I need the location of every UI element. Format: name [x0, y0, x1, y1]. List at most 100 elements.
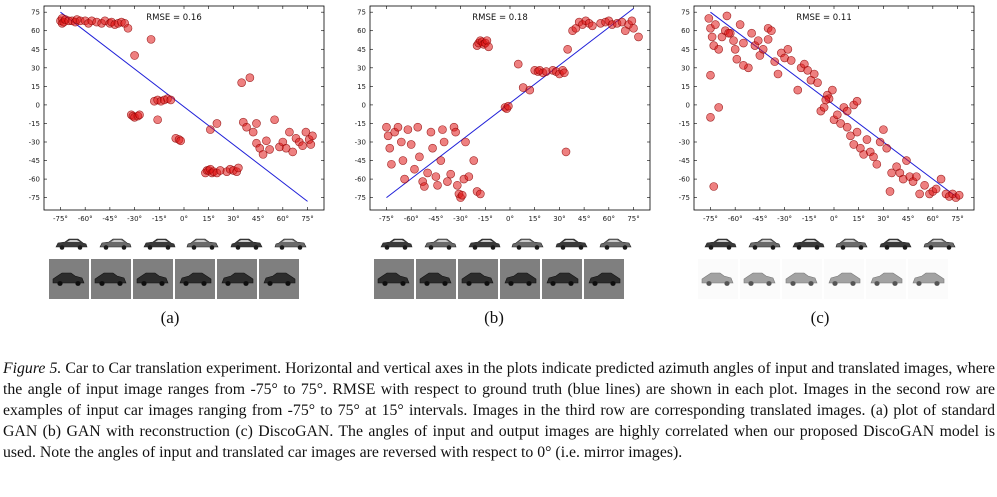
data-point [476, 189, 485, 199]
data-point [382, 122, 391, 132]
data-point [560, 68, 569, 78]
car-icon [546, 272, 579, 286]
y-tick-label: 30 [681, 64, 690, 72]
y-tick-label: 15 [681, 83, 690, 91]
data-point [882, 143, 892, 153]
car-icon [870, 272, 903, 286]
y-tick-label: 60 [31, 27, 40, 35]
data-point [793, 85, 803, 95]
y-tick-label: 0 [362, 101, 366, 109]
data-point [413, 122, 423, 132]
data-point [869, 152, 878, 162]
rmse-annotation: RMSE = 0.11 [796, 13, 851, 23]
data-point [415, 152, 424, 162]
data-point [763, 35, 773, 44]
data-point [245, 73, 255, 83]
x-tick-label: 45° [578, 215, 590, 223]
car-icon [468, 238, 501, 250]
car-thumbnails-a [49, 232, 319, 312]
data-point [234, 163, 243, 173]
plot-frame [43, 5, 325, 211]
x-tick-label: -75° [379, 215, 394, 223]
data-point [146, 35, 156, 44]
data-point [783, 44, 793, 54]
input-car-image [918, 234, 962, 254]
y-tick-label: 30 [357, 64, 366, 72]
data-point [707, 32, 717, 42]
data-point [446, 169, 456, 179]
x-tick-label: 60° [927, 215, 939, 223]
data-point [393, 122, 403, 132]
data-point [237, 78, 246, 87]
car-icon [828, 272, 861, 286]
input-car-image [181, 234, 225, 254]
data-point [410, 164, 419, 174]
data-point [484, 42, 493, 52]
data-point [135, 110, 144, 120]
data-point [469, 156, 479, 165]
x-tick-label: -30° [777, 215, 792, 223]
data-point [773, 69, 783, 79]
y-tick-label: -45 [679, 157, 690, 165]
x-tick-label: -60° [404, 215, 419, 223]
input-car-image [269, 234, 313, 254]
translated-car-image [500, 259, 540, 299]
x-tick-label: 0° [506, 215, 514, 223]
translated-car-image [416, 259, 456, 299]
x-tick-label: 60° [277, 215, 289, 223]
x-tick-label: -30° [127, 215, 142, 223]
data-point [563, 44, 572, 54]
data-point [902, 156, 911, 165]
data-point [770, 57, 780, 66]
data-point [265, 145, 274, 154]
data-point [747, 28, 756, 38]
translated-car-image [175, 259, 215, 299]
data-point [634, 32, 643, 42]
x-tick-label: 30° [553, 215, 565, 223]
data-point [730, 44, 740, 54]
car-icon [748, 238, 781, 250]
y-tick-label: -75 [355, 194, 366, 202]
input-car-image [49, 234, 93, 254]
y-tick-label: 15 [31, 83, 40, 91]
x-tick-label: 15° [528, 215, 540, 223]
y-tick-label: -75 [29, 194, 40, 202]
data-point [809, 69, 819, 79]
y-tick-label: -30 [355, 139, 366, 147]
x-tick-label: -15° [152, 215, 167, 223]
car-icon [588, 272, 621, 286]
data-point [852, 127, 862, 137]
input-car-image [418, 234, 462, 254]
input-car-image [506, 234, 550, 254]
data-point [436, 156, 446, 165]
caption-text: Car to Car translation experiment. Horiz… [3, 360, 995, 462]
data-point [803, 65, 812, 75]
data-point [786, 56, 796, 65]
data-point [852, 96, 862, 106]
car-icon [230, 238, 263, 250]
data-point [406, 140, 416, 149]
y-tick-label: 45 [357, 46, 366, 54]
data-point [915, 189, 924, 199]
x-tick-label: -75° [53, 215, 68, 223]
data-point [153, 115, 162, 125]
data-point [431, 172, 441, 181]
y-tick-label: 60 [681, 27, 690, 35]
y-tick-label: 0 [36, 101, 40, 109]
data-point [561, 147, 571, 157]
translated-car-row-a [49, 259, 301, 301]
panel-label-b: (b) [484, 308, 504, 327]
car-icon [555, 238, 588, 250]
input-car-row-b [374, 234, 638, 254]
input-car-image [594, 234, 638, 254]
data-point [709, 182, 719, 191]
car-icon [55, 238, 88, 250]
x-tick-label: 0° [180, 215, 188, 223]
translated-car-image [584, 259, 624, 299]
car-thumbnails-b [374, 232, 644, 312]
car-icon [380, 238, 413, 250]
car-icon [186, 238, 219, 250]
data-point [452, 180, 462, 190]
car-icon [99, 238, 132, 250]
car-icon [263, 272, 296, 286]
